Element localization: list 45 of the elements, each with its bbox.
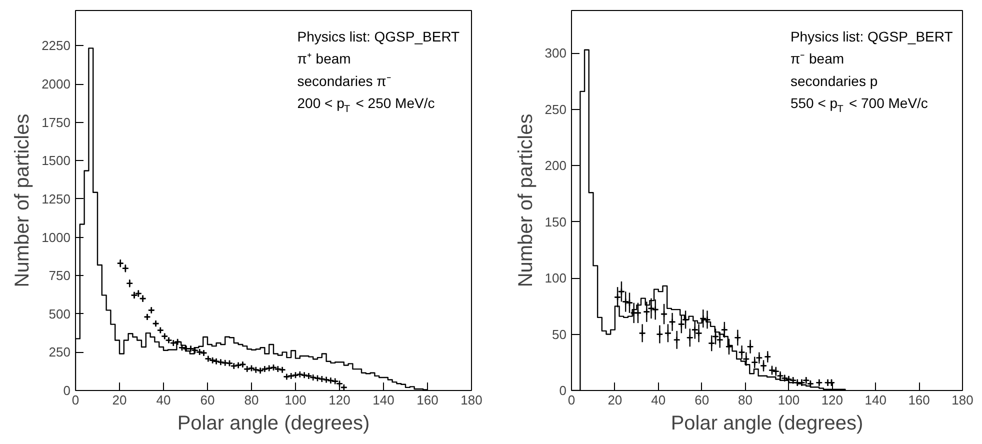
y-tick-label: 1750 [42, 114, 70, 130]
y-tick-label: 500 [48, 306, 71, 322]
x-tick-label: 60 [200, 392, 215, 408]
annotation: π⁺ beam [297, 50, 351, 67]
y-tick-label: 100 [544, 270, 567, 286]
x-tick-label: 100 [284, 392, 306, 408]
x-tick-label: 80 [244, 392, 259, 408]
annotation: Physics list: QGSP_BERT [297, 28, 460, 45]
x-tick-label: 20 [608, 392, 622, 408]
x-axis-title: Polar angle (degrees) [670, 412, 864, 434]
y-tick-label: 2250 [42, 38, 70, 54]
x-tick-label: 180 [460, 392, 482, 408]
x-tick-label: 140 [864, 392, 886, 408]
annotation: Physics list: QGSP_BERT [790, 28, 954, 45]
annotation: secondaries p [790, 72, 878, 89]
x-tick-label: 140 [372, 392, 394, 408]
y-tick-label: 150 [544, 214, 567, 230]
y-tick-label: 750 [48, 268, 71, 284]
annotation: π⁻ beam [790, 50, 844, 67]
y-tick-label: 2000 [42, 76, 70, 92]
y-tick-label: 250 [48, 344, 71, 360]
x-tick-label: 80 [738, 392, 753, 408]
y-tick-label: 250 [544, 102, 567, 117]
y-tick-label: 0 [559, 383, 567, 398]
y-tick-label: 1000 [42, 230, 70, 245]
x-tick-label: 100 [778, 392, 800, 408]
x-tick-label: 120 [328, 392, 350, 408]
x-tick-label: 20 [112, 392, 127, 408]
y-tick-label: 1500 [42, 153, 70, 168]
y-tick-label: 1250 [42, 191, 70, 206]
x-tick-label: 160 [908, 392, 930, 408]
x-tick-label: 180 [952, 392, 974, 408]
x-tick-label: 60 [694, 392, 710, 408]
x-tick-label: 120 [821, 392, 844, 408]
y-axis-title: Number of particles [514, 114, 537, 288]
y-tick-label: 300 [544, 46, 567, 61]
x-tick-label: 160 [416, 392, 438, 408]
x-tick-label: 40 [651, 392, 666, 408]
y-tick-label: 200 [544, 158, 567, 174]
annotation: secondaries π⁻ [297, 72, 392, 89]
x-tick-label: 40 [156, 392, 171, 408]
y-axis-title: Number of particles [12, 114, 34, 288]
x-axis-title: Polar angle (degrees) [177, 412, 370, 434]
y-tick-label: 0 [63, 383, 71, 398]
y-tick-label: 50 [552, 326, 567, 342]
